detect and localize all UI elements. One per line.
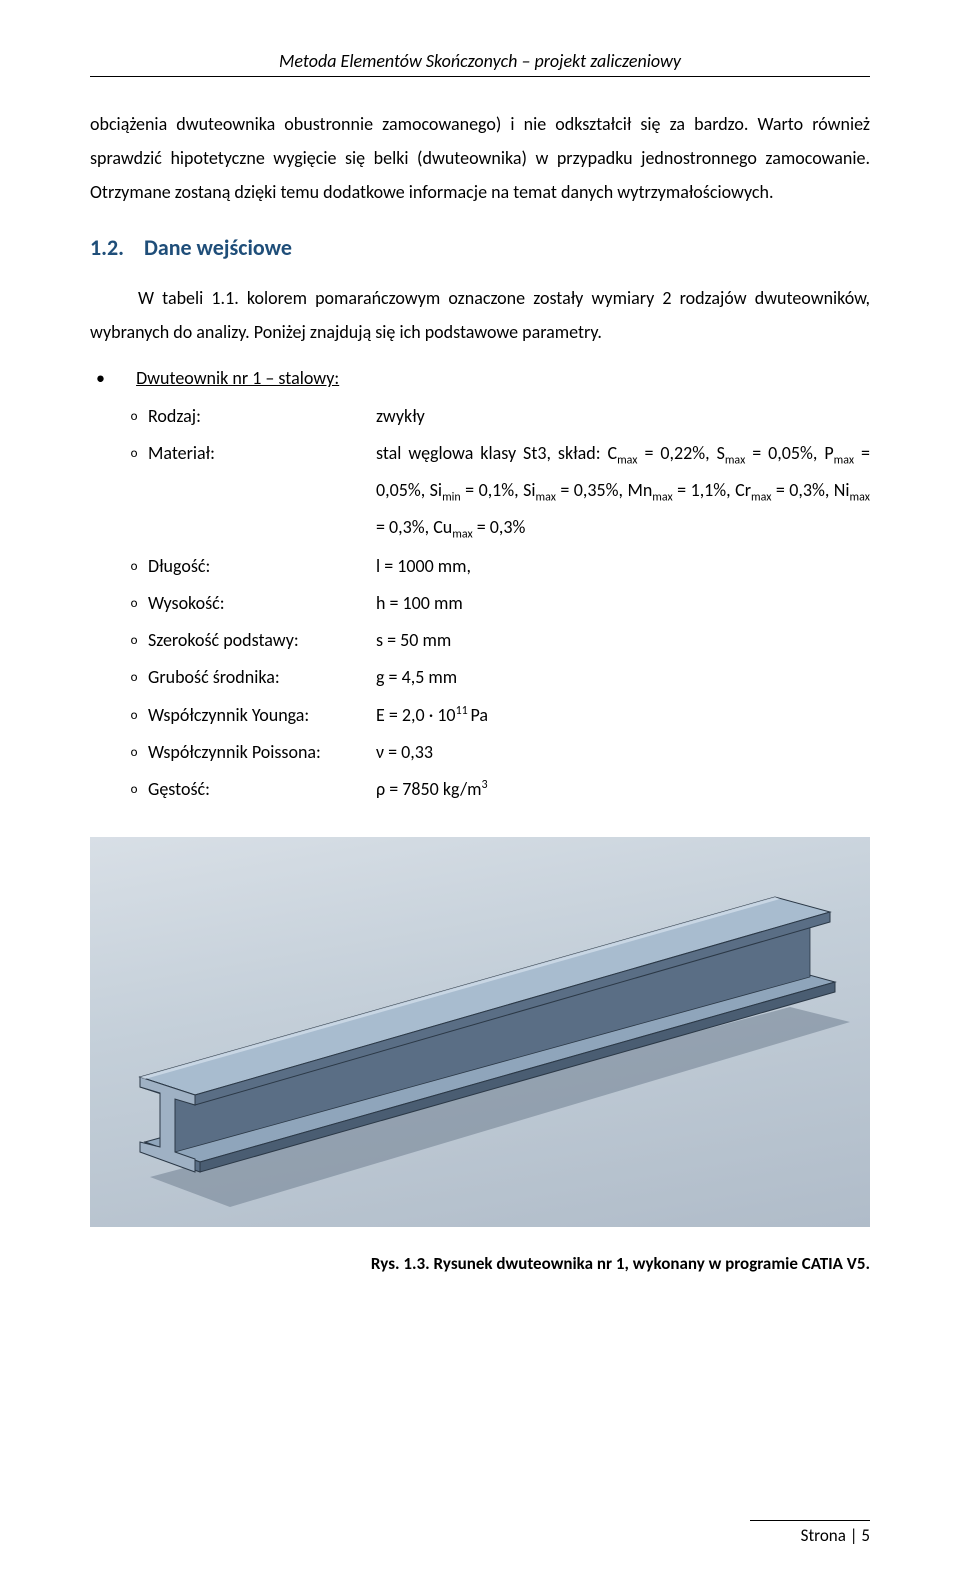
figure-caption: Rys. 1.3. Rysunek dwuteownika nr 1, wyko… [90,1253,870,1274]
spec-bullet-icon: o [120,436,148,466]
spec-row: o Szerokość podstawy: s = 50 mm [90,623,870,658]
page-footer: Strona | 5 [750,1520,870,1546]
spec-bullet-icon: o [120,698,148,733]
spec-value: stal węglowa klasy St3, skład: Cmax = 0,… [376,436,870,547]
spec-label: Rodzaj: [148,399,376,434]
spec-value: h = 100 mm [376,586,870,621]
section-number: 1.2. [90,234,124,261]
figure-beam-render [90,837,870,1227]
spec-bullet-icon: o [120,586,148,621]
spec-value: ρ = 7850 kg/m3 [376,772,870,807]
spec-bullet-icon: o [120,660,148,695]
spec-value: s = 50 mm [376,623,870,658]
paragraph-1: obciążenia dwuteownika obustronnie zamoc… [90,107,870,210]
spec-row: o Współczynnik Younga: E = 2,0 · 1011 Pa [90,698,870,733]
specs-list: o Rodzaj: zwykły o Materiał: stal węglow… [90,399,870,807]
spec-value: g = 4,5 mm [376,660,870,695]
spec-label: Grubość środnika: [148,660,376,695]
spec-bullet-icon: o [120,623,148,658]
spec-value: ν = 0,33 [376,735,870,770]
spec-row: o Gęstość: ρ = 7850 kg/m3 [90,772,870,807]
section-title-text: Dane wejściowe [144,234,292,261]
spec-row: o Wysokość: h = 100 mm [90,586,870,621]
spec-row: o Współczynnik Poissona: ν = 0,33 [90,735,870,770]
spec-bullet-icon: o [120,772,148,807]
spec-row: o Rodzaj: zwykły [90,399,870,434]
spec-label: Wysokość: [148,586,376,621]
spec-value: zwykły [376,399,870,434]
spec-bullet-icon: o [120,735,148,770]
item-title: Dwuteownik nr 1 – stalowy: [136,367,339,389]
spec-label: Szerokość podstawy: [148,623,376,658]
spec-label: Współczynnik Younga: [148,698,376,733]
spec-row: o Długość: l = 1000 mm, [90,549,870,584]
bullet-item-title: Dwuteownik nr 1 – stalowy: [90,361,870,395]
spec-row: o Grubość środnika: g = 4,5 mm [90,660,870,695]
spec-label: Materiał: [148,436,376,471]
spec-bullet-icon: o [120,399,148,434]
paragraph-2: W tabeli 1.1. kolorem pomarańczowym ozna… [90,281,870,349]
spec-label: Gęstość: [148,772,376,807]
section-heading: 1.2. Dane wejściowe [90,234,870,261]
spec-label: Długość: [148,549,376,584]
spec-value: l = 1000 mm, [376,549,870,584]
spec-value: E = 2,0 · 1011 Pa [376,698,870,733]
spec-label: Współczynnik Poissona: [148,735,376,770]
page-header: Metoda Elementów Skończonych – projekt z… [90,50,870,77]
spec-row: o Materiał: stal węglowa klasy St3, skła… [90,436,870,547]
spec-bullet-icon: o [120,549,148,584]
